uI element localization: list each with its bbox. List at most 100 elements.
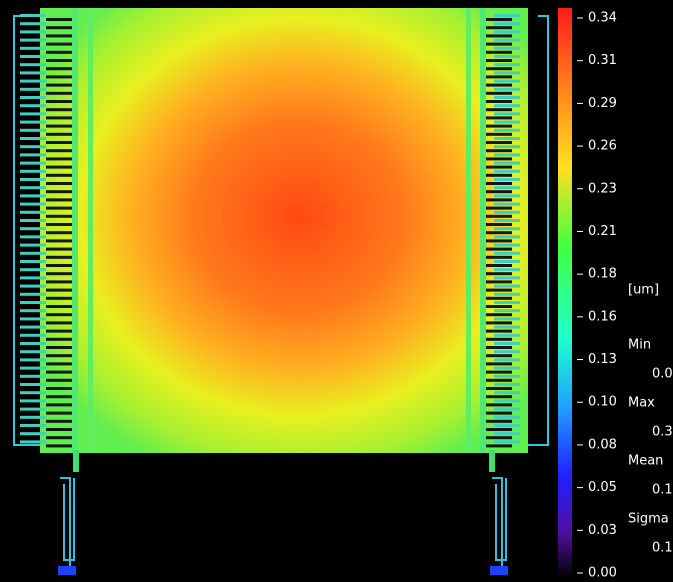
comb-finger xyxy=(20,137,46,140)
comb-finger xyxy=(20,55,46,58)
comb-finger xyxy=(20,38,46,42)
comb-finger xyxy=(20,333,46,337)
comb-finger xyxy=(46,132,72,136)
plate xyxy=(40,8,528,453)
comb-finger xyxy=(486,50,512,54)
comb-finger xyxy=(46,378,72,382)
comb-finger xyxy=(494,104,520,108)
comb-finger xyxy=(494,145,520,149)
comb-finger xyxy=(486,190,512,194)
comb-finger xyxy=(486,108,512,112)
comb-spine xyxy=(88,8,93,453)
comb-finger xyxy=(20,96,46,99)
comb-finger xyxy=(494,96,520,99)
comb-finger xyxy=(46,296,72,300)
comb-finger xyxy=(494,407,520,411)
comb-finger xyxy=(494,251,520,255)
comb-finger xyxy=(494,219,520,222)
comb-finger xyxy=(486,198,512,202)
comb-spine xyxy=(466,8,471,453)
comb-finger xyxy=(494,79,520,83)
comb-finger xyxy=(494,374,520,378)
stat-label: Max xyxy=(628,396,655,411)
pad xyxy=(490,566,508,575)
comb-finger xyxy=(20,14,46,17)
comb-finger xyxy=(486,239,512,243)
comb-finger xyxy=(486,280,512,284)
comb-finger xyxy=(46,173,72,177)
tick-label: 0.05 xyxy=(588,480,617,495)
comb-finger xyxy=(46,50,72,54)
comb-finger xyxy=(494,186,520,190)
tick-label: 0.34 xyxy=(588,11,617,26)
comb-finger xyxy=(494,128,520,132)
comb-finger xyxy=(494,235,520,239)
comb-finger xyxy=(20,87,46,91)
comb-finger xyxy=(46,329,72,333)
comb-finger xyxy=(494,178,520,181)
comb-finger xyxy=(46,157,72,161)
comb-finger xyxy=(486,255,512,259)
comb-finger xyxy=(486,18,512,21)
comb-finger xyxy=(20,268,46,272)
comb-finger xyxy=(20,374,46,378)
comb-finger xyxy=(486,370,512,374)
comb-finger xyxy=(46,34,72,38)
comb-finger xyxy=(486,214,512,218)
comb-finger xyxy=(20,407,46,411)
comb-finger xyxy=(20,440,46,444)
comb-finger xyxy=(46,280,72,284)
comb-finger xyxy=(46,59,72,62)
comb-finger xyxy=(494,120,520,124)
comb-finger xyxy=(486,26,512,30)
comb-finger xyxy=(494,325,520,329)
comb-finger xyxy=(20,169,46,173)
comb-finger xyxy=(486,83,512,87)
stat-label: Min xyxy=(628,338,651,353)
comb-finger xyxy=(486,165,512,169)
comb-finger xyxy=(494,333,520,337)
comb-finger xyxy=(486,313,512,317)
comb-finger xyxy=(20,153,46,157)
comb-finger xyxy=(20,30,46,34)
comb-finger xyxy=(494,309,520,313)
comb-finger xyxy=(20,432,46,436)
comb-finger xyxy=(46,428,72,431)
stat-value: 0.00 xyxy=(652,367,673,382)
comb-finger xyxy=(494,112,520,116)
comb-finger xyxy=(20,227,46,231)
pad xyxy=(58,566,76,575)
comb-finger xyxy=(486,91,512,95)
comb-finger xyxy=(46,411,72,415)
comb-finger xyxy=(46,223,72,226)
comb-finger xyxy=(20,120,46,124)
comb-finger xyxy=(20,276,46,280)
comb-finger xyxy=(486,403,512,407)
comb-finger xyxy=(46,165,72,169)
comb-finger xyxy=(20,383,46,386)
comb-finger xyxy=(494,415,520,419)
comb-finger xyxy=(46,337,72,341)
comb-finger xyxy=(494,383,520,386)
spring xyxy=(492,477,507,568)
comb-finger xyxy=(20,194,46,198)
comb-finger xyxy=(20,358,46,362)
comb-finger xyxy=(486,100,512,103)
stat-value: 0.34 xyxy=(652,425,673,440)
comb-finger xyxy=(46,198,72,202)
comb-finger xyxy=(46,403,72,407)
comb-finger xyxy=(46,67,72,71)
comb-finger xyxy=(486,321,512,325)
comb-finger xyxy=(46,444,72,448)
comb-finger xyxy=(494,161,520,165)
comb-finger xyxy=(486,346,512,349)
comb-finger xyxy=(20,309,46,313)
comb-finger xyxy=(46,214,72,218)
comb-spine xyxy=(480,8,486,453)
comb-finger xyxy=(486,157,512,161)
stat-value: 0.13 xyxy=(652,541,673,556)
comb-finger xyxy=(46,18,72,21)
tick-label: 0.13 xyxy=(588,352,617,367)
tick-label: 0.08 xyxy=(588,437,617,452)
